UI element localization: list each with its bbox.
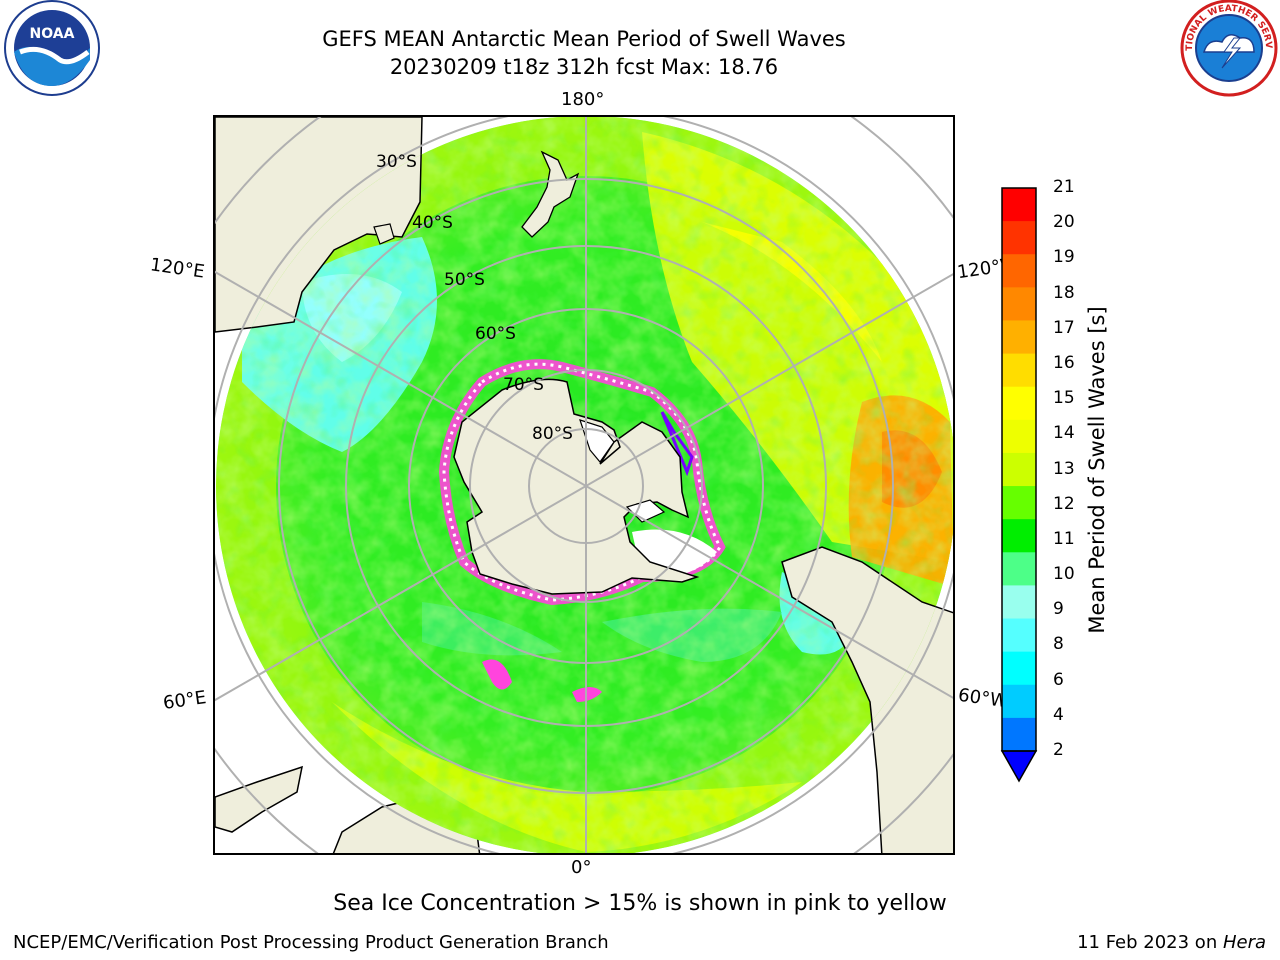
colorbar-tick-label: 16 [1053, 352, 1075, 373]
lat-label-70s: 70°S [503, 375, 544, 395]
colorbar-title: Mean Period of Swell Waves [s] [1085, 306, 1109, 634]
colorbar-swatch [1002, 552, 1036, 586]
graticule [215, 117, 953, 853]
colorbar-swatch [1002, 386, 1036, 421]
colorbar-swatch [1002, 651, 1036, 686]
antarctica [453, 378, 700, 595]
lat-label-30s: 30°S [376, 152, 417, 172]
colorbar-swatch [1002, 519, 1036, 553]
colorbar-swatch [1002, 618, 1036, 653]
lon-label-180: 180° [561, 89, 605, 110]
colorbar-swatch [1002, 486, 1036, 520]
colorbar [1000, 187, 1038, 783]
colorbar-swatch [1002, 684, 1036, 719]
nws-logo-icon: NATIONAL WEATHER SERVICE [1178, 0, 1278, 97]
colorbar-tick-label: 10 [1053, 564, 1075, 585]
chart-subtitle: 20230209 t18z 312h fcst Max: 18.76 [389, 55, 779, 79]
colorbar-tick-label: 17 [1053, 317, 1075, 338]
colorbar-tick-label: 2 [1053, 740, 1064, 760]
sea-ice-caption: Sea Ice Concentration > 15% is shown in … [333, 891, 947, 916]
lon-label-0: 0° [571, 857, 592, 878]
colorbar-swatch [1002, 221, 1036, 255]
colorbar-swatch [1002, 353, 1036, 388]
map-panel [213, 115, 955, 855]
colorbar-tick-label: 15 [1053, 388, 1075, 409]
colorbar-tick-label: 20 [1053, 212, 1075, 233]
colorbar-tick-label: 21 [1053, 177, 1075, 197]
lat-label-40s: 40°S [412, 213, 453, 233]
noaa-logo-icon: NOAA [4, 0, 100, 96]
lat-label-50s: 50°S [444, 270, 485, 290]
polar-map [215, 117, 953, 853]
lat-label-60s: 60°S [475, 324, 516, 344]
colorbar-swatch [1002, 254, 1036, 288]
colorbar-tick-label: 6 [1053, 669, 1064, 690]
colorbar-tick-label: 11 [1053, 528, 1075, 549]
colorbar-swatch [1002, 585, 1036, 620]
footer-machine: Hera [1222, 932, 1266, 953]
colorbar-tick-label: 14 [1053, 423, 1075, 444]
colorbar-tick-label: 9 [1053, 599, 1064, 620]
colorbar-swatch [1002, 320, 1036, 355]
colorbar-tick-label: 8 [1053, 634, 1064, 655]
colorbar-tick-label: 18 [1053, 282, 1075, 303]
colorbar-swatch [1002, 452, 1036, 487]
colorbar-swatch [1002, 419, 1036, 454]
footer-date-text: 11 Feb 2023 on [1077, 932, 1223, 953]
footer-credit: NCEP/EMC/Verification Post Processing Pr… [13, 932, 609, 953]
colorbar-swatch [1002, 287, 1036, 321]
lon-label-120e: 120°E [148, 254, 206, 283]
lon-label-60e: 60°E [161, 687, 208, 714]
colorbar-tick-label: 19 [1053, 247, 1075, 268]
lat-label-80s: 80°S [532, 424, 573, 444]
colorbar-tick-label: 4 [1053, 704, 1064, 725]
colorbar-tick-label: 13 [1053, 458, 1075, 479]
colorbar-tick-label: 12 [1053, 493, 1075, 514]
footer-date: 11 Feb 2023 on Hera [1077, 932, 1266, 953]
colorbar-swatch [1002, 717, 1036, 752]
chart-title: GEFS MEAN Antarctic Mean Period of Swell… [322, 27, 846, 51]
noaa-logo-text: NOAA [30, 26, 75, 42]
colorbar-swatch [1002, 188, 1036, 222]
